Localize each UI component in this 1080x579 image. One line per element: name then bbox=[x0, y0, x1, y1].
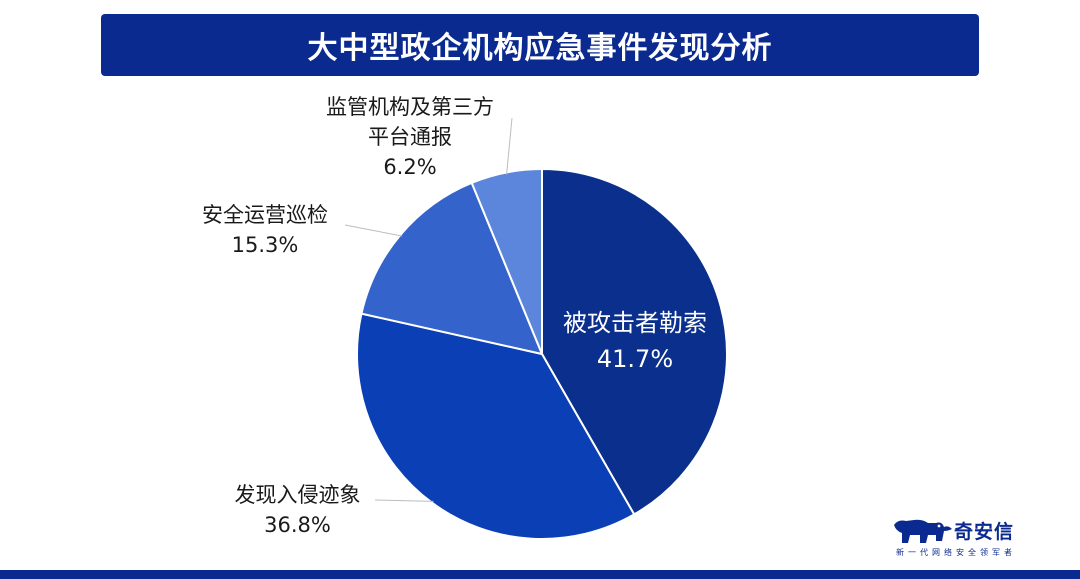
pie-slice-inspection bbox=[360, 181, 544, 356]
slice-label-regulator-name-1: 监管机构及第三方 bbox=[326, 95, 494, 119]
slice-label-ransom-name: 被攻击者勒索 bbox=[563, 309, 707, 337]
leader-line-intrusion bbox=[374, 499, 434, 502]
logo-name: 奇安信 bbox=[954, 521, 1015, 543]
leader-line-inspection bbox=[344, 224, 403, 237]
slice-label-inspection: 安全运营巡检 15.3% bbox=[185, 200, 345, 260]
company-logo: 奇安信 新一代网络安全领军者 bbox=[892, 517, 1052, 559]
slice-label-intrusion: 发现入侵迹象 36.8% bbox=[210, 480, 385, 540]
pie-slice-regulator bbox=[470, 167, 543, 355]
slice-label-intrusion-value: 36.8% bbox=[264, 513, 331, 537]
slice-label-inspection-name: 安全运营巡检 bbox=[202, 203, 328, 227]
qianxin-bear-icon bbox=[894, 519, 952, 543]
slice-label-regulator-name-2: 平台通报 bbox=[368, 125, 452, 149]
slice-label-ransom-value: 41.7% bbox=[596, 345, 674, 373]
title-bar: 大中型政企机构应急事件发现分析 bbox=[101, 14, 979, 76]
slice-label-regulator-value: 6.2% bbox=[383, 155, 437, 179]
slice-label-regulator: 监管机构及第三方 平台通报 6.2% bbox=[300, 92, 520, 182]
pie-slice-intrusion bbox=[356, 312, 636, 540]
slice-label-ransom: 被攻击者勒索 41.7% bbox=[540, 305, 730, 377]
leader-line-regulator bbox=[506, 117, 513, 175]
bottom-band bbox=[0, 570, 1080, 579]
chart-title: 大中型政企机构应急事件发现分析 bbox=[307, 31, 773, 66]
slice-label-inspection-value: 15.3% bbox=[231, 233, 299, 257]
slice-label-intrusion-name: 发现入侵迹象 bbox=[234, 483, 361, 507]
logo-slogan: 新一代网络安全领军者 bbox=[896, 548, 1016, 557]
pie-slice-ransom bbox=[541, 167, 728, 516]
